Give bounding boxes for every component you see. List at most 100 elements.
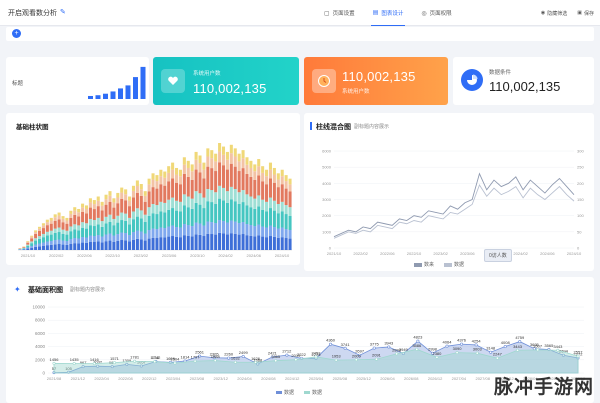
kpi-card-users-teal[interactable]: 系统用户数 110,002,135: [153, 57, 299, 105]
bar-segment: [272, 210, 276, 228]
bar-segment: [178, 184, 182, 202]
bar-segment: [218, 220, 222, 233]
bar-segment: [221, 233, 226, 250]
bar-segment: [171, 208, 175, 226]
line-chart: 0 1000 2000 3000 4000 5000 6000 0 50 100 150 200 250…: [322, 149, 584, 257]
bar-segment: [163, 171, 167, 178]
chart-tooltip: 0访人数: [484, 249, 512, 262]
data-label: 2421: [268, 351, 278, 356]
bar-segment: [49, 234, 53, 242]
bar-segment: [143, 191, 147, 196]
y2-tick-label: 50: [577, 229, 582, 234]
edit-icon[interactable]: ✎: [60, 9, 66, 16]
bar-segment: [233, 233, 237, 250]
bar-segment: [237, 153, 241, 162]
bar-segment: [38, 238, 42, 244]
data-point: [495, 356, 499, 360]
y-tick-label: 4000: [322, 181, 332, 186]
bar-segment: [194, 202, 198, 223]
x-tick-label: 2028/08: [547, 376, 562, 381]
bar-segment: [73, 229, 77, 239]
data-label: 2091: [372, 353, 382, 358]
bar-segment: [206, 233, 210, 250]
data-label: 3090: [453, 346, 463, 351]
bar-segment: [53, 228, 57, 233]
bar-segment: [73, 207, 77, 211]
bar-segment: [104, 204, 108, 217]
tab-page-settings[interactable]: ▢ 页面设置: [322, 0, 357, 26]
bar-segment: [241, 202, 245, 223]
data-label: 1309: [122, 358, 132, 363]
bar-segment: [210, 168, 214, 191]
bar-segment: [53, 244, 57, 250]
bar-segment: [280, 237, 284, 250]
bar-segment: [257, 166, 261, 176]
tab-page-permissions[interactable]: ◎ 页面权限: [419, 0, 453, 26]
bar-segment: [210, 158, 214, 169]
bar-segment: [229, 163, 233, 187]
legend-item[interactable]: 数据: [444, 261, 464, 268]
bar-segment: [69, 243, 73, 250]
bar-segment: [61, 240, 65, 245]
bar-segment: [92, 226, 96, 237]
series-line: [333, 172, 575, 238]
data-point: [81, 365, 85, 369]
bar: [133, 77, 138, 99]
bar-segment: [163, 202, 167, 213]
bar-segment: [120, 220, 124, 233]
bar-segment: [84, 213, 89, 224]
legend-item[interactable]: 数来: [414, 261, 434, 268]
data-point: [445, 344, 449, 348]
data-point: [415, 347, 419, 351]
data-point: [576, 354, 580, 358]
bar-segment: [276, 237, 280, 250]
bar-segment: [194, 234, 198, 250]
bar-segment: [30, 235, 34, 237]
kpi-card-mini-bar[interactable]: 标题: [6, 57, 149, 105]
tab-chart-design[interactable]: ▤ 图表设计: [370, 0, 406, 26]
bar-segment: [88, 202, 92, 208]
bar-segment: [104, 241, 108, 250]
data-point: [329, 342, 333, 346]
bar-segment: [265, 211, 269, 228]
app-title-text: 开启观看数分析: [8, 9, 57, 17]
kpi-label: 数据条件: [489, 70, 512, 76]
bar-segment: [26, 241, 30, 242]
legend-item[interactable]: 数据: [304, 389, 322, 396]
bar-segment: [194, 151, 198, 160]
bar-segment: [57, 239, 61, 245]
chart-icon: ▤: [372, 10, 379, 16]
bar-segment: [268, 178, 272, 198]
data-label: 1456: [50, 357, 60, 362]
bar-segment: [96, 217, 100, 225]
save-button[interactable]: ▣ 保存: [577, 10, 594, 17]
bar-segment: [104, 234, 108, 242]
bar-segment: [206, 201, 210, 222]
bar-segment: [233, 201, 237, 222]
bar-segment: [73, 238, 77, 244]
kpi-card-data-condition[interactable]: 数据条件 110,002,135: [453, 57, 594, 105]
bar-segment: [41, 233, 45, 238]
bar-segment: [57, 215, 61, 220]
bar-segment: [202, 225, 206, 237]
bar-segment: [34, 244, 38, 247]
legend-item[interactable]: 数据: [276, 389, 294, 396]
bar-segment: [218, 143, 222, 152]
bar-segment: [214, 223, 218, 235]
bar-segment: [49, 244, 53, 250]
data-point: [96, 364, 100, 368]
data-point: [254, 360, 258, 364]
bar-segment: [241, 168, 245, 191]
data-label: 2557: [574, 350, 584, 355]
kpi-card-users-orange[interactable]: 110,002,135 系统用户数: [304, 57, 448, 105]
bar-segment: [155, 175, 159, 182]
bar-segment: [186, 207, 190, 226]
bar-segment: [147, 191, 151, 208]
bar-segment: [284, 181, 288, 189]
hide-filter-button[interactable]: ◉ 隐藏筛选: [541, 10, 567, 17]
area-chart: 0200040006000800010000571059671032964130…: [32, 305, 586, 382]
add-filter-button[interactable]: +: [12, 29, 21, 38]
legend-label: 数据: [454, 262, 465, 268]
data-point: [274, 359, 278, 363]
bar-segment: [73, 214, 77, 225]
